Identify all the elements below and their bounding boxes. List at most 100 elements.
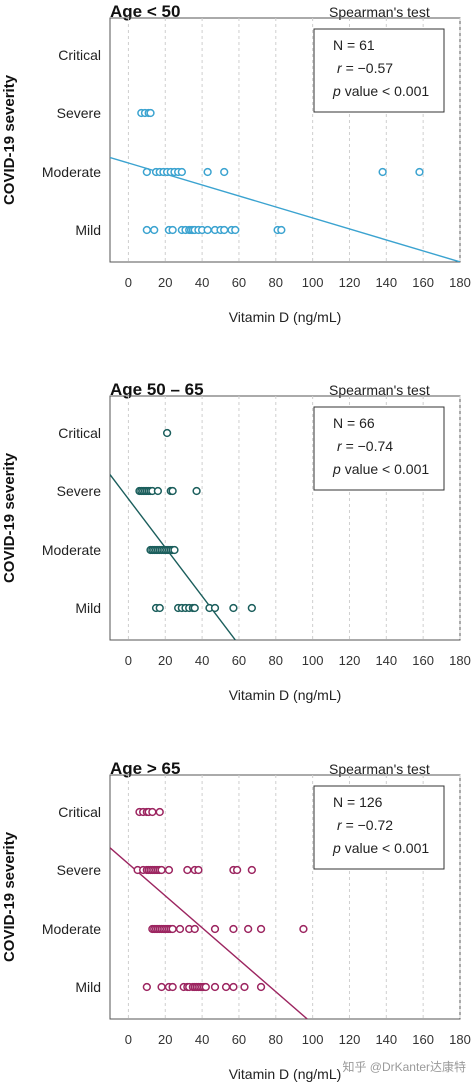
data-point	[155, 603, 164, 613]
panel-title: Age > 65	[110, 759, 180, 778]
data-point	[150, 225, 159, 235]
data-point	[190, 603, 199, 613]
category-label-critical: Critical	[58, 804, 101, 820]
scatter-panel-2: Age 50 – 65 Spearman's test 0 20 40 60 80 100 12…	[1, 380, 471, 703]
category-label-severe: Severe	[57, 483, 102, 499]
x-tick-label: 180	[449, 275, 471, 290]
data-point	[168, 924, 177, 934]
x-tick-label: 60	[232, 275, 246, 290]
stat-p: p value < 0.001	[332, 840, 429, 856]
x-tick-label: 100	[302, 275, 324, 290]
data-point	[142, 225, 151, 235]
data-point	[164, 865, 174, 875]
stat-n: N = 126	[333, 794, 383, 810]
x-tick-label: 0	[125, 1032, 132, 1047]
data-point	[192, 486, 201, 496]
data-point	[229, 924, 238, 934]
data-point	[231, 225, 240, 235]
data-point	[162, 428, 172, 438]
x-tick-label: 100	[302, 653, 324, 668]
data-point	[183, 865, 192, 875]
data-point	[155, 807, 164, 817]
x-axis-label: Vitamin D (ng/mL)	[229, 687, 342, 703]
test-label: Spearman's test	[329, 4, 430, 20]
x-tick-label: 140	[375, 1032, 397, 1047]
data-point	[170, 545, 179, 555]
data-point	[247, 865, 256, 875]
stats-box-frame	[313, 28, 445, 113]
category-label-mild: Mild	[75, 600, 101, 616]
x-tick-label: 40	[195, 1032, 209, 1047]
data-point	[232, 865, 242, 875]
data-point	[256, 924, 266, 934]
data-point	[168, 225, 177, 235]
data-point	[194, 865, 203, 875]
stat-n: N = 66	[333, 415, 375, 431]
panel-title: Age < 50	[110, 2, 180, 21]
data-point	[221, 982, 231, 992]
stats-box-frame	[313, 406, 445, 491]
watermark: 知乎 @DrKanter达康特	[342, 1059, 466, 1074]
data-point	[168, 486, 177, 496]
category-label-critical: Critical	[58, 425, 101, 441]
data-point	[168, 982, 177, 992]
stats-box: N = 126 r = −0.72 p value < 0.001	[313, 785, 445, 870]
x-tick-label: 80	[269, 1032, 283, 1047]
x-tick-label: 20	[158, 1032, 172, 1047]
data-point	[177, 167, 186, 177]
stats-box: N = 61 r = −0.57 p value < 0.001	[313, 28, 445, 113]
category-label-moderate: Moderate	[42, 542, 101, 558]
x-tick-label: 180	[449, 1032, 471, 1047]
x-tick-label: 80	[269, 275, 283, 290]
panel-title: Age 50 – 65	[110, 380, 204, 399]
stat-p: p value < 0.001	[332, 83, 429, 99]
data-point	[142, 982, 151, 992]
x-tick-label: 160	[412, 1032, 434, 1047]
data-point	[203, 167, 212, 177]
y-axis-label: COVID-19 severity	[1, 831, 18, 962]
stat-r: r = −0.74	[337, 438, 393, 454]
category-label-severe: Severe	[57, 105, 102, 121]
scatter-panel-3: Age > 65 Spearman's test 0 20 40 60 80 100 120 14…	[1, 759, 471, 1082]
data-point	[157, 982, 166, 992]
x-tick-label: 140	[375, 653, 397, 668]
data-point	[229, 982, 238, 992]
x-tick-label: 0	[125, 653, 132, 668]
x-tick-label: 120	[339, 653, 361, 668]
x-tick-label: 120	[339, 275, 361, 290]
regression-line	[110, 847, 308, 1019]
data-point	[175, 924, 185, 934]
x-tick-label: 40	[195, 275, 209, 290]
category-label-moderate: Moderate	[42, 164, 101, 180]
category-label-moderate: Moderate	[42, 921, 101, 937]
data-point	[210, 924, 220, 934]
regression-line	[110, 474, 236, 640]
x-tick-label: 180	[449, 653, 471, 668]
data-point	[378, 167, 387, 177]
x-tick-label: 140	[375, 275, 397, 290]
data-point	[247, 603, 256, 613]
stat-p: p value < 0.001	[332, 461, 429, 477]
data-point	[415, 167, 424, 177]
x-tick-label: 20	[158, 275, 172, 290]
data-point	[153, 486, 163, 496]
data-point	[146, 108, 155, 118]
stat-r: r = −0.57	[337, 60, 393, 76]
data-point	[210, 982, 220, 992]
data-point	[210, 603, 220, 613]
data-point	[220, 225, 229, 235]
x-tick-label: 80	[269, 653, 283, 668]
data-point	[201, 982, 210, 992]
category-label-mild: Mild	[75, 979, 101, 995]
x-tick-label: 0	[125, 275, 132, 290]
data-point	[142, 167, 151, 177]
x-tick-label: 100	[302, 1032, 324, 1047]
x-tick-label: 40	[195, 653, 209, 668]
scatter-panel-1: Age < 50 Spearman's test 0 20 40 60 80 100 120 14…	[1, 2, 471, 325]
category-label-severe: Severe	[57, 862, 102, 878]
data-point	[240, 982, 249, 992]
x-tick-label: 160	[412, 275, 434, 290]
test-label: Spearman's test	[329, 761, 430, 777]
x-tick-label: 20	[158, 653, 172, 668]
